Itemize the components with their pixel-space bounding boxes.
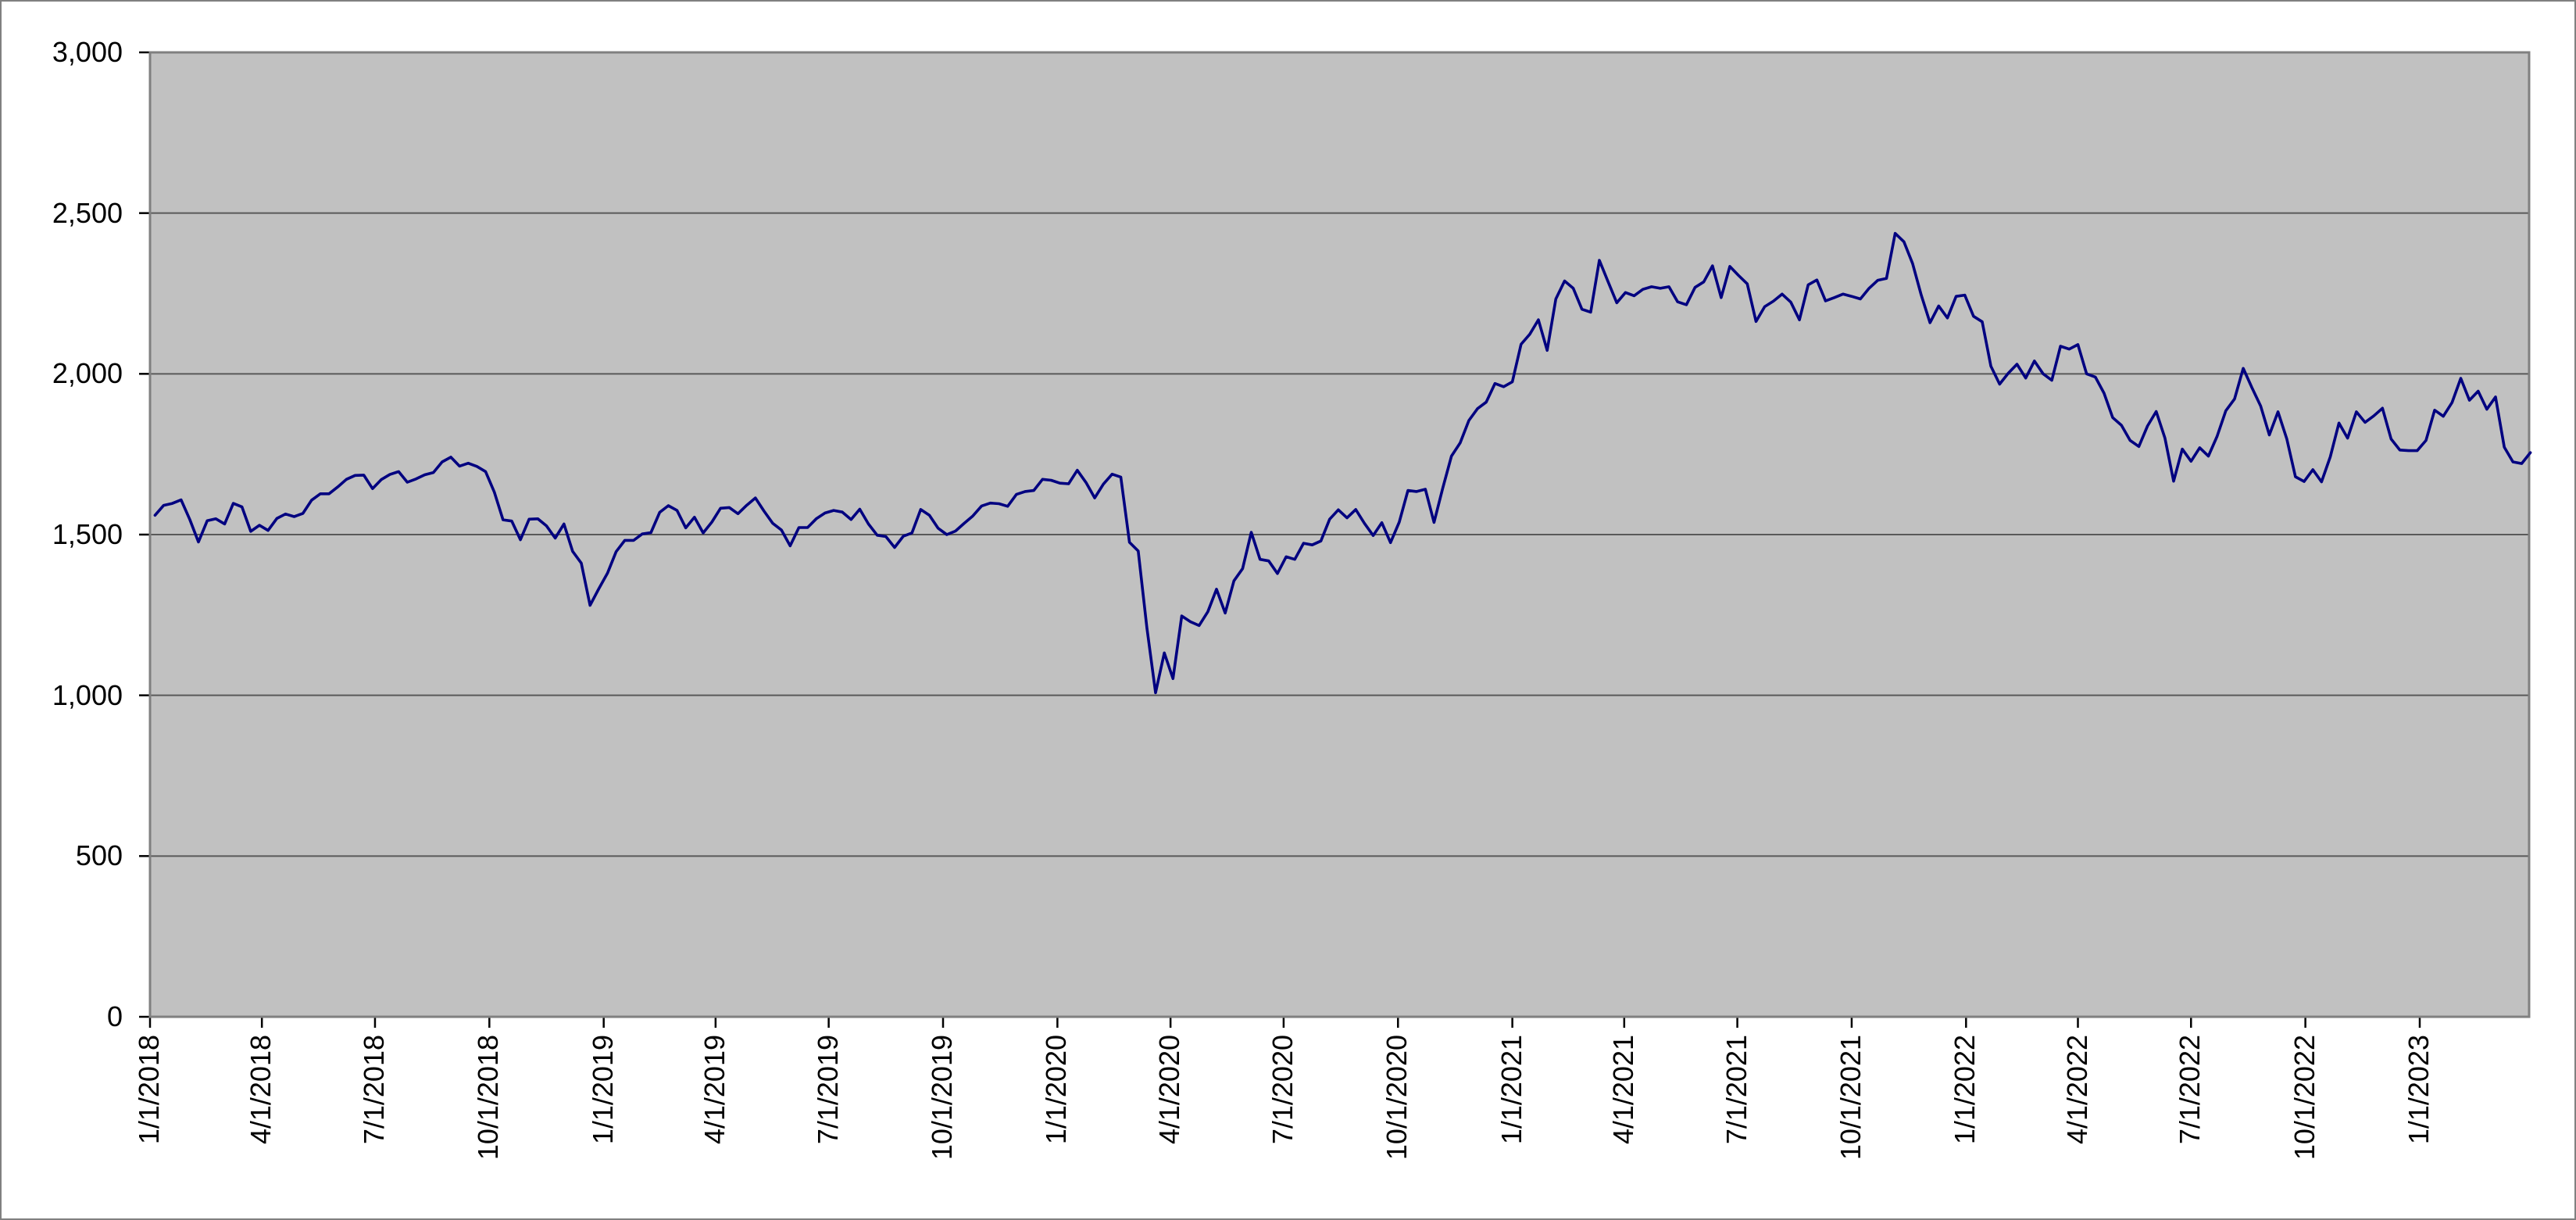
x-axis-label: 10/1/2021 [1834,1035,1867,1161]
x-axis-label: 1/1/2018 [133,1035,165,1145]
x-axis-label: 1/1/2021 [1495,1035,1527,1145]
y-axis-label: 1,500 [52,518,123,550]
x-axis-label: 1/1/2020 [1040,1035,1073,1145]
x-axis-label: 10/1/2019 [926,1035,958,1161]
x-axis-label: 10/1/2022 [2288,1035,2321,1161]
plot-area-border [148,51,2531,1018]
y-axis-label: 2,500 [52,196,123,229]
x-axis-label: 10/1/2020 [1381,1035,1413,1161]
x-axis-label: 4/1/2019 [698,1035,731,1145]
x-axis-label: 7/1/2018 [357,1035,390,1145]
x-axis-label: 7/1/2020 [1266,1035,1299,1145]
x-axis-label: 7/1/2019 [811,1035,844,1145]
x-axis-label: 7/1/2022 [2174,1035,2206,1145]
y-axis-label: 2,000 [52,357,123,390]
y-axis-label: 3,000 [52,36,123,68]
index-series-line [153,231,2532,695]
y-axis-label: 1,000 [52,678,123,711]
gridlines [150,212,2529,857]
x-axis-label: 4/1/2020 [1153,1035,1186,1145]
y-axis-label: 500 [75,839,123,872]
y-axis-label: 0 [106,1000,123,1032]
x-axis-label: 1/1/2023 [2403,1035,2435,1145]
x-axis-label: 7/1/2021 [1720,1035,1752,1145]
x-axis-label: 1/1/2019 [586,1035,619,1145]
x-axis-label: 4/1/2018 [245,1035,277,1145]
x-axis-label: 4/1/2022 [2060,1035,2093,1145]
axis-ticks [139,51,2421,1028]
x-axis-label: 1/1/2022 [1949,1035,1981,1145]
x-axis-label: 10/1/2018 [472,1035,505,1161]
x-axis-label: 4/1/2021 [1606,1035,1639,1145]
